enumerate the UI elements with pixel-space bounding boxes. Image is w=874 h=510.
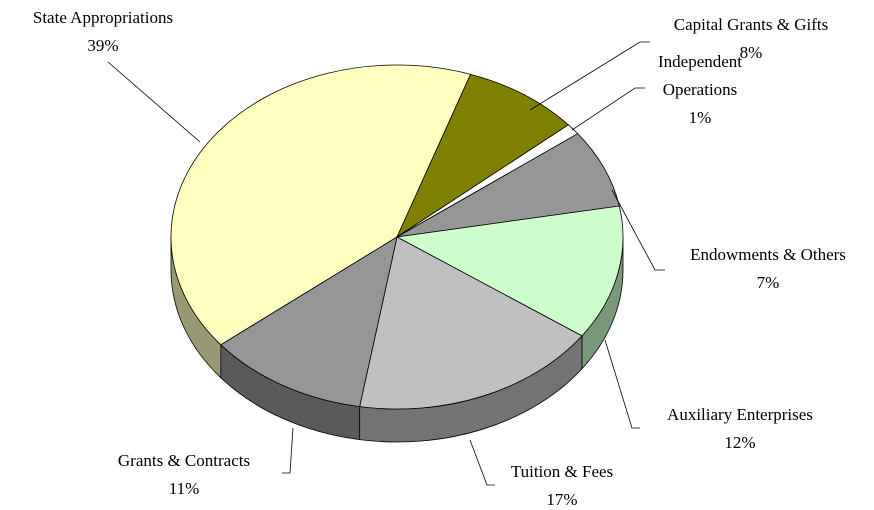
- slice: [359, 236, 583, 410]
- category-label: Independent Operations: [657, 52, 743, 99]
- category-label: Capital Grants & Gifts: [673, 15, 829, 34]
- slice-label: Capital Grants & Gifts 8%: [631, 11, 871, 67]
- slice: [395, 205, 624, 337]
- leader-line: [282, 427, 294, 474]
- leader-line: [529, 41, 650, 111]
- slice-label: State Appropriations 39%: [0, 4, 223, 60]
- value-label: 8%: [739, 43, 763, 62]
- value-label: 17%: [546, 490, 578, 509]
- leader-line: [107, 61, 201, 143]
- category-label: Tuition & Fees: [510, 462, 614, 481]
- leader-line: [604, 339, 640, 429]
- leader-line: [469, 439, 495, 486]
- slice-label: Independent Operations 1%: [640, 48, 760, 132]
- value-label: 11%: [168, 479, 200, 498]
- category-label: State Appropriations: [32, 8, 174, 27]
- category-label: Grants & Contracts: [117, 451, 251, 470]
- slice: [396, 73, 570, 239]
- category-label: Auxiliary Enterprises: [667, 405, 813, 424]
- slice-label: Tuition & Fees 17%: [442, 458, 682, 510]
- slice: [396, 133, 620, 238]
- slice-label: Auxiliary Enterprises 12%: [620, 401, 860, 457]
- slice-label: Endowments & Others 7%: [648, 241, 874, 297]
- leader-line: [571, 87, 645, 131]
- leader-line: [611, 189, 665, 271]
- slice: [220, 236, 398, 408]
- value-label: 12%: [724, 433, 756, 452]
- slice-label: Grants & Contracts 11%: [64, 447, 304, 503]
- slice: [170, 64, 472, 346]
- value-label: 39%: [87, 36, 119, 55]
- value-label: 7%: [756, 273, 780, 292]
- category-label: Endowments & Others: [690, 245, 846, 264]
- value-label: 1%: [688, 108, 712, 127]
